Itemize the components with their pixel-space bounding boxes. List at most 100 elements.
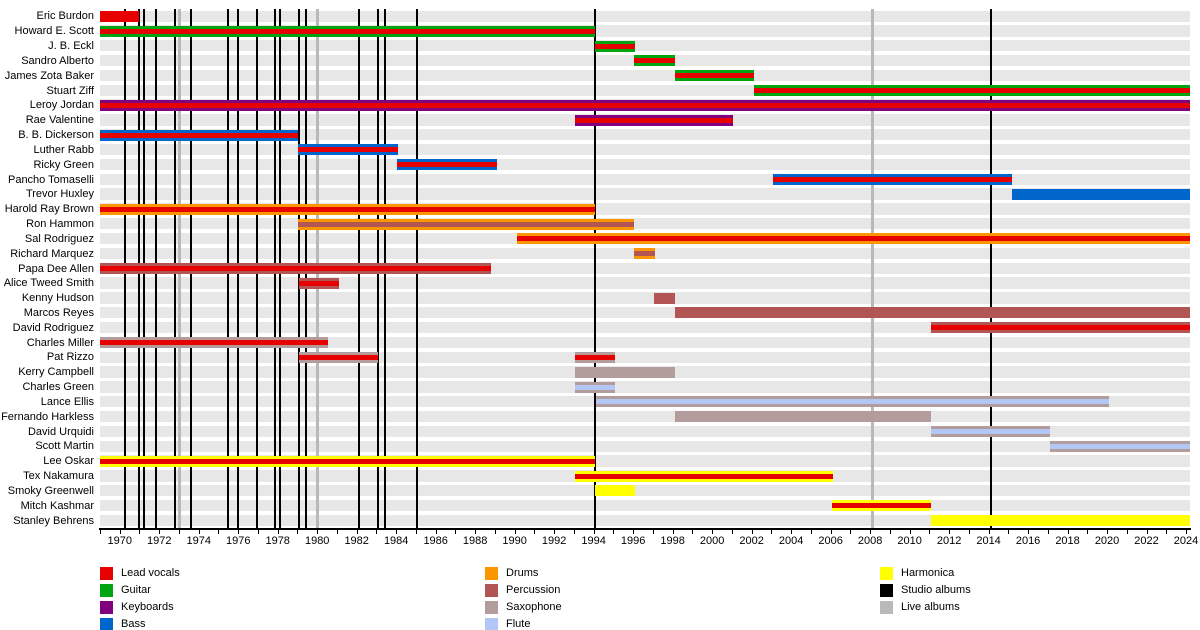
axis-tick	[830, 530, 832, 534]
timeline-bar-inner	[773, 177, 1013, 183]
axis-tick	[554, 530, 556, 534]
studio-album-line	[594, 9, 597, 528]
member-label: Alice Tweed Smith	[3, 277, 94, 290]
legend-label: Saxophone	[506, 601, 562, 613]
legend-item: Lead vocals	[100, 567, 300, 581]
member-label: Stanley Behrens	[13, 514, 94, 527]
axis-year-label: 2008	[857, 535, 883, 547]
axis-tick	[277, 530, 279, 534]
member-label: Kenny Hudson	[21, 292, 94, 305]
row-band	[100, 203, 1190, 215]
axis-year-label: 1980	[304, 535, 330, 547]
legend-item: Guitar	[100, 584, 300, 598]
axis-tick	[178, 530, 180, 534]
axis-tick	[257, 530, 259, 534]
member-label: Stuart Ziff	[46, 84, 94, 97]
axis-year-label: 2012	[936, 535, 962, 547]
timeline-bar	[574, 470, 833, 482]
timeline-bar	[516, 233, 1190, 245]
axis-tick	[356, 530, 358, 534]
member-label: Ron Hammon	[26, 218, 94, 230]
axis-tick	[1028, 530, 1030, 534]
axis-tick	[771, 530, 773, 534]
axis-year-label: 2000	[699, 535, 725, 547]
legend-swatch-live	[880, 601, 893, 614]
row-band	[100, 336, 1190, 349]
axis-tick	[731, 530, 733, 534]
axis-tick	[870, 530, 872, 534]
axis-tick	[810, 530, 812, 534]
timeline-bar-inner	[595, 399, 1110, 405]
axis-tick	[336, 530, 338, 534]
row-band	[100, 292, 1190, 304]
axis-tick	[949, 530, 951, 534]
timeline-bar	[931, 322, 1190, 334]
legend-label: Live albums	[901, 601, 960, 613]
legend-item: Saxophone	[485, 601, 685, 615]
row-band	[100, 307, 1190, 319]
legend-swatch-harmonica	[880, 567, 893, 580]
member-label: David Rodriguez	[12, 321, 94, 334]
member-label: Kerry Campbell	[18, 366, 94, 379]
row-band	[100, 129, 1190, 141]
row-band	[100, 40, 1190, 52]
timeline-bar-inner	[100, 102, 1190, 108]
timeline-bar	[574, 381, 616, 393]
axis-tick	[198, 530, 200, 534]
legend-label: Studio albums	[901, 584, 971, 596]
axis-tick	[968, 530, 970, 534]
axis-year-label: 1988	[462, 535, 488, 547]
row-band	[100, 218, 1190, 230]
legend-swatch-drums	[485, 567, 498, 580]
timeline-bar-inner	[397, 162, 497, 168]
legend-swatch-keyboards	[100, 601, 113, 614]
row-band	[100, 410, 1190, 423]
timeline-bar-inner	[100, 340, 329, 346]
axis-tick	[1146, 530, 1148, 534]
axis-tick	[988, 530, 990, 534]
axis-tick	[1087, 530, 1089, 534]
axis-tick	[751, 530, 753, 534]
axis-tick	[514, 530, 516, 534]
legend-swatch-saxophone	[485, 601, 498, 614]
member-label: Smoky Greenwell	[7, 484, 94, 497]
axis-tick	[1008, 530, 1010, 534]
timeline-bar-inner	[931, 325, 1190, 331]
member-label: Papa Dee Allen	[18, 262, 94, 275]
timeline-bar-inner	[931, 429, 1050, 435]
axis-tick	[712, 530, 714, 534]
axis-tick	[613, 530, 615, 534]
axis-tick	[652, 530, 654, 534]
axis-year-label: 2016	[1015, 535, 1041, 547]
axis-tick	[119, 530, 121, 534]
axis-year-label: 1986	[423, 535, 448, 547]
member-label: Pancho Tomaselli	[7, 173, 94, 186]
axis-year-label: 2010	[897, 535, 922, 547]
row-band	[100, 514, 1190, 526]
legend-label: Drums	[506, 567, 539, 579]
axis-tick	[593, 530, 595, 534]
axis-tick	[100, 530, 101, 534]
axis-tick	[1067, 530, 1069, 534]
axis-tick	[317, 530, 319, 534]
row-band	[100, 381, 1190, 393]
member-label: Lee Oskar	[43, 455, 94, 468]
timeline-bar	[298, 277, 339, 289]
member-label: Pat Rizzo	[46, 351, 94, 364]
axis-tick	[435, 530, 437, 534]
member-label: Sal Rodriguez	[24, 232, 94, 245]
member-label: Richard Marquez	[10, 247, 94, 260]
axis-tick	[1047, 530, 1049, 534]
timeline-bar-inner	[298, 147, 399, 153]
row-band	[100, 173, 1190, 185]
timeline-bar-inner	[100, 132, 299, 138]
member-label: Lance Ellis	[40, 395, 94, 408]
timeline-bar	[100, 10, 139, 22]
axis-tick	[159, 530, 161, 534]
axis-tick	[1186, 530, 1188, 534]
axis-year-label: 2004	[778, 535, 804, 547]
axis-year-label: 2022	[1134, 535, 1159, 547]
timeline-bar	[397, 159, 497, 171]
axis-tick	[1107, 530, 1109, 534]
member-label: Leroy Jordan	[29, 99, 94, 112]
